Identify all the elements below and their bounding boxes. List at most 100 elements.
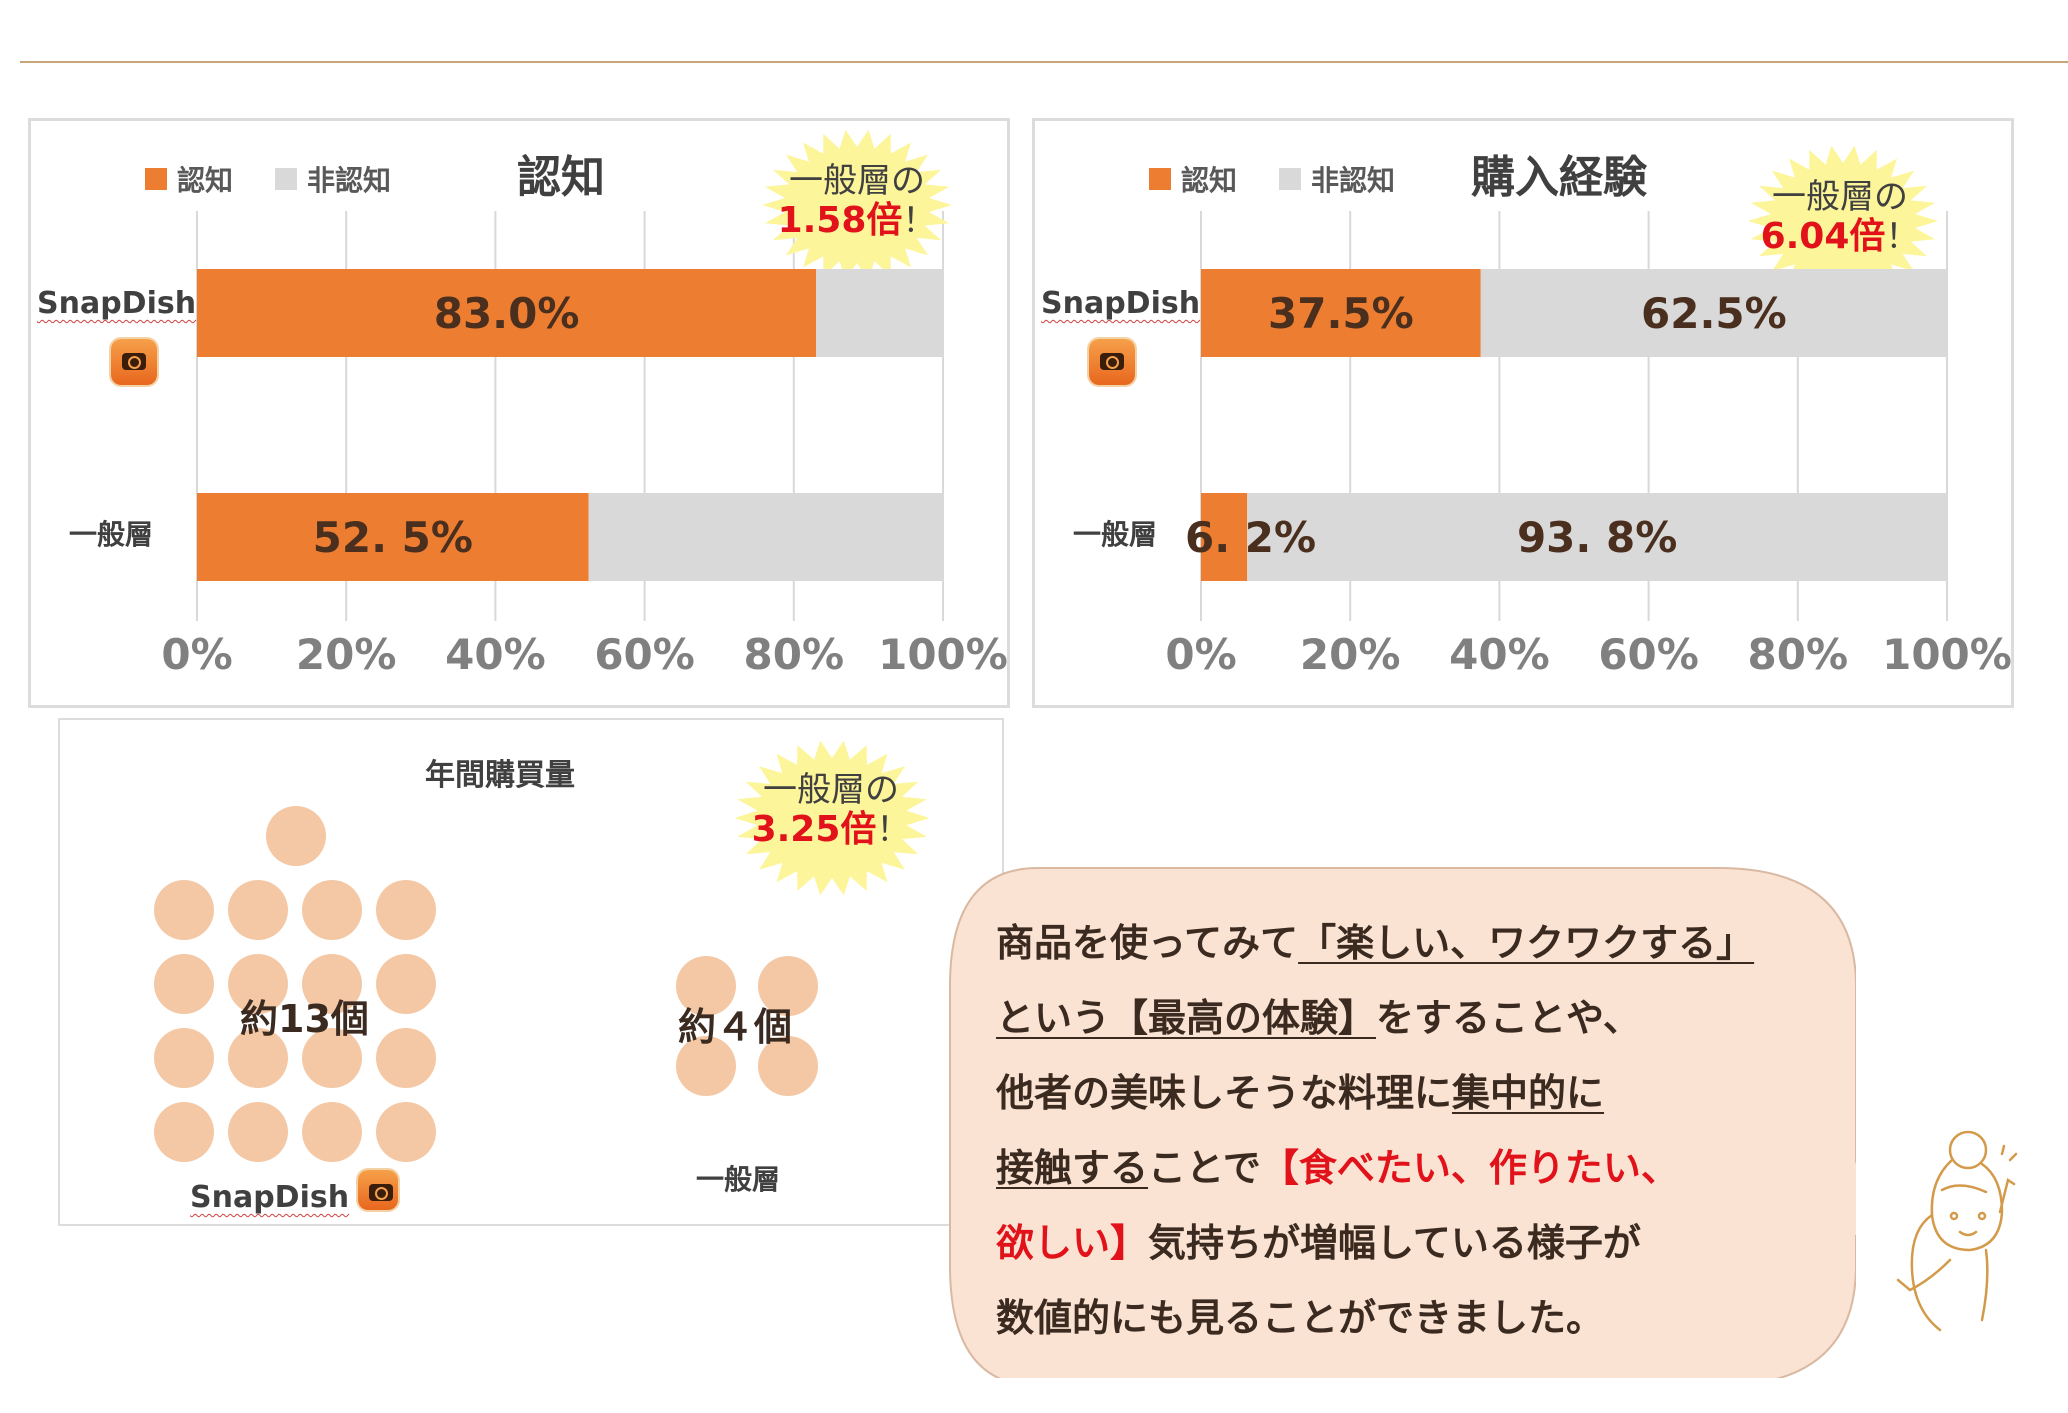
x-tick-label: 0% — [161, 630, 232, 679]
awareness-bar-chart: 0% 20% 40% 60% 80% 100% 83.0% 52. 5% — [161, 129, 1008, 679]
callout-line: 一般層の — [789, 161, 925, 201]
purchase-dot-snapdish — [154, 880, 214, 940]
bar-value-label: 6. 2% — [1185, 513, 1316, 562]
x-tick-label: 20% — [296, 630, 397, 679]
purchase-bar-chart: 0% 20% 40% 60% 80% 100% 37.5% 62.5% 6. 2% 93. 8% — [1165, 145, 2012, 679]
category-label-general: 一般層 — [696, 1163, 781, 1196]
x-tick-label: 60% — [1598, 630, 1699, 679]
bar-segment — [1247, 493, 1947, 581]
legend-swatch-unaware — [1279, 168, 1302, 190]
category-label-general: 一般層 — [69, 518, 154, 551]
callout-excl: ！ — [902, 201, 937, 241]
purchase-dot-snapdish — [302, 954, 362, 1014]
chart-title: 年間購買量 — [425, 758, 575, 793]
bar-segment — [816, 269, 943, 357]
message-highlight: 【食べたい、作りたい、 — [1260, 1146, 1679, 1190]
bar-segment — [197, 269, 817, 357]
purchase-dot-general — [758, 956, 818, 1016]
legend-label-unaware: 非認知 — [1311, 164, 1396, 197]
legend-swatch-aware — [145, 168, 167, 190]
callout-burst — [734, 740, 930, 896]
purchase-dot-snapdish — [302, 880, 362, 940]
purchase-dot-snapdish — [154, 1102, 214, 1162]
callout-multiplier: 1.58倍 — [777, 200, 903, 241]
purchase-dot-snapdish — [228, 1028, 288, 1088]
purchase-dot-snapdish — [302, 1028, 362, 1088]
legend-label-aware: 認知 — [177, 164, 234, 197]
camera-app-icon — [111, 339, 157, 385]
chart-title: 購入経験 — [1471, 152, 1647, 203]
purchase-dot-pictogram — [154, 740, 930, 1162]
purchase-dot-snapdish — [376, 1028, 436, 1088]
callout-multiplier: 3.25倍 — [751, 809, 877, 850]
callout-text: 一般層の 3.25倍！ — [716, 770, 946, 850]
purchase-dot-snapdish — [154, 954, 214, 1014]
callout-burst — [762, 129, 952, 281]
woman-illustration — [1896, 1130, 2018, 1332]
purchase-dot-snapdish — [266, 806, 326, 866]
legend-label-unaware: 非認知 — [307, 164, 392, 197]
callout-multiplier: 6.04倍 — [1760, 216, 1886, 257]
x-tick-label: 100% — [1882, 630, 2012, 679]
category-label-snapdish: SnapDish — [37, 286, 197, 321]
purchase-dot-general — [758, 1036, 818, 1096]
chart-legend: 認知 非認知 — [1149, 159, 1437, 199]
callout-text: 一般層の 1.58倍！ — [747, 161, 967, 241]
chart-legend: 認知 非認知 — [145, 159, 433, 199]
message-underlined: 集中的に — [1452, 1071, 1605, 1115]
quantity-label-general: 約４個 — [678, 1005, 793, 1049]
x-tick-label: 40% — [1449, 630, 1550, 679]
x-tick-label: 40% — [445, 630, 546, 679]
message-highlight: 欲しい】 — [996, 1221, 1149, 1265]
bar-segment — [588, 493, 943, 581]
summary-message: 商品を使ってみて「楽しい、ワクワクする」 という【最高の体験】をすることや、 他… — [996, 906, 1856, 1356]
message-underlined: 接触する — [996, 1146, 1149, 1190]
bar-value-label: 62.5% — [1641, 289, 1787, 338]
bar-value-label: 83.0% — [434, 289, 580, 338]
category-label-snapdish: SnapDish — [190, 1180, 350, 1215]
message-underlined: 「楽しい、ワクワクする」 — [1298, 921, 1755, 965]
annual-purchase-panel: 年間購買量 一般層の 3.25倍！ 約13個 約４個 SnapDish 一般層 — [58, 718, 1004, 1226]
awareness-chart-panel: 認知 非認知 認知 0% 20% 40% 60% 80% 100% 83.0% 52. 5% … — [28, 118, 1010, 708]
legend-swatch-unaware — [275, 168, 298, 190]
bar-value-label: 93. 8% — [1517, 513, 1677, 562]
purchase-dot-snapdish — [228, 880, 288, 940]
speech-bubble — [949, 867, 1856, 1378]
message-text: 商品を使ってみて — [996, 921, 1299, 965]
bar-segment — [1480, 269, 1947, 357]
bar-value-label: 52. 5% — [313, 513, 473, 562]
purchase-dot-snapdish — [154, 1028, 214, 1088]
legend-label-aware: 認知 — [1181, 164, 1238, 197]
purchase-dot-snapdish — [228, 954, 288, 1014]
purchase-dot-snapdish — [376, 880, 436, 940]
camera-app-icon — [358, 1170, 398, 1210]
bar-segment — [1201, 493, 1248, 581]
callout-line: 一般層の — [1772, 177, 1908, 217]
callout-line: 一般層の — [763, 770, 899, 810]
header-divider — [20, 61, 2068, 63]
message-text: ことで — [1148, 1146, 1261, 1190]
x-tick-label: 80% — [1748, 630, 1849, 679]
purchase-dot-general — [676, 956, 736, 1016]
category-label-snapdish: SnapDish — [1041, 286, 1201, 321]
callout-burst — [1748, 145, 1938, 297]
purchase-dot-snapdish — [302, 1102, 362, 1162]
callout-excl: ！ — [876, 810, 911, 850]
chart-title: 認知 — [517, 152, 605, 203]
x-tick-label: 100% — [878, 630, 1008, 679]
camera-app-icon — [1089, 339, 1135, 385]
purchase-dot-snapdish — [376, 1102, 436, 1162]
bar-segment — [1201, 269, 1481, 357]
message-text: をすることや、 — [1376, 996, 1641, 1040]
x-tick-label: 20% — [1300, 630, 1401, 679]
x-tick-label: 0% — [1165, 630, 1236, 679]
purchase-dot-snapdish — [376, 954, 436, 1014]
bar-value-label: 37.5% — [1268, 289, 1414, 338]
callout-excl: ！ — [1885, 217, 1920, 257]
callout-text: 一般層の 6.04倍！ — [1730, 177, 1950, 257]
quantity-label-snapdish: 約13個 — [240, 997, 369, 1041]
category-label-general: 一般層 — [1073, 518, 1158, 551]
legend-swatch-aware — [1149, 168, 1171, 190]
purchase-experience-chart-panel: 認知 非認知 購入経験 0% 20% 40% 60% 80% 100% 37.5% 62.5%… — [1032, 118, 2014, 708]
message-text: 他者の美味しそうな料理に — [996, 1071, 1453, 1115]
